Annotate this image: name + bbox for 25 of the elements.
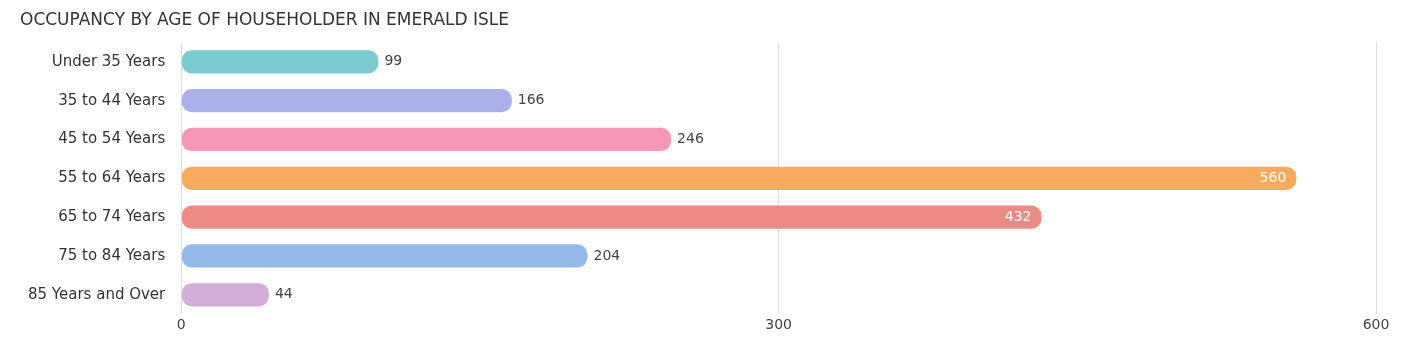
x-tick-label: 600 (1362, 316, 1390, 333)
data-label: 44 (274, 285, 293, 302)
y-tick-label: 35 to 44 Years (58, 90, 166, 109)
x-tick-label: 300 (765, 316, 792, 333)
bar (181, 127, 672, 152)
bar (181, 88, 512, 113)
bar (181, 283, 269, 307)
data-label: 246 (677, 130, 704, 147)
bar (181, 244, 588, 268)
y-tick-label: 65 to 74 Years (58, 207, 166, 226)
y-tick-label: 55 to 64 Years (58, 168, 166, 187)
y-tick-label: 45 to 54 Years (58, 129, 166, 148)
bar (181, 50, 379, 74)
y-tick-label: 85 Years and Over (28, 284, 167, 303)
data-label: 432 (1004, 207, 1032, 224)
y-tick-label: 75 to 84 Years (58, 245, 166, 264)
data-label: 166 (517, 91, 545, 108)
x-tick-label: 0 (176, 316, 186, 333)
bar (181, 166, 1297, 190)
y-tick-label: Under 35 Years (51, 51, 166, 70)
data-label: 204 (593, 246, 621, 263)
bar (181, 205, 1042, 229)
chart-title: OCCUPANCY BY AGE OF HOUSEHOLDER IN EMERALD ISLE (20, 8, 510, 29)
data-label: 560 (1259, 168, 1287, 185)
data-label: 99 (384, 52, 403, 69)
